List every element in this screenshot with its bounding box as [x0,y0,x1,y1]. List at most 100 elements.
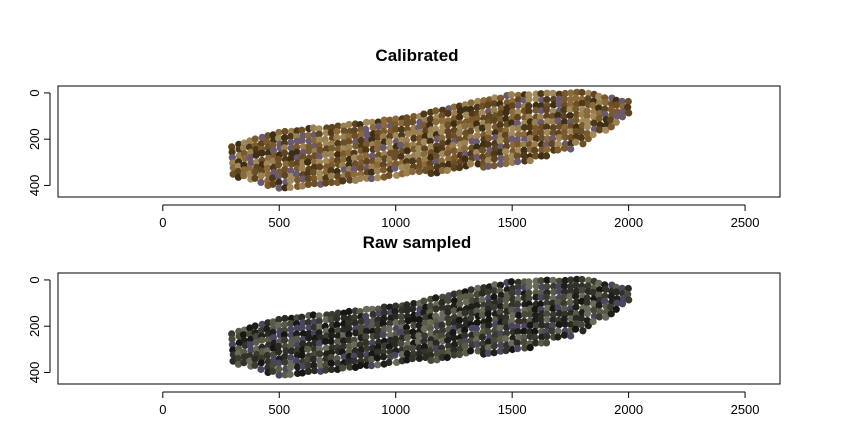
data-point [490,162,498,170]
data-point [613,299,621,307]
data-point [380,116,388,124]
data-point [572,281,580,289]
data-point [572,138,580,146]
data-point [496,137,504,145]
data-point [269,180,277,188]
data-point [293,159,301,167]
data-point [532,152,540,160]
data-point [304,131,312,140]
data-point [315,152,323,160]
data-point [445,342,453,350]
data-point [502,115,510,123]
data-point [490,106,498,114]
data-point [310,323,318,331]
data-point [509,108,517,116]
data-point [298,313,306,321]
y-tick-label: 0 [27,89,42,96]
data-point [502,302,510,310]
data-point [386,331,394,339]
data-point [269,174,277,182]
data-point [555,282,563,290]
data-point [304,356,312,364]
data-point [462,111,470,119]
y-tick-label: 0 [27,276,42,283]
data-point [521,157,529,165]
data-point [391,153,399,161]
data-point [350,154,359,162]
data-point [473,143,481,151]
data-point [328,123,336,132]
data-point [334,327,342,335]
panel-raw-sampled: Raw sampled 0 500 1000 1500 2000 2500 0 200 400 [27,233,781,417]
data-point [345,149,353,157]
data-point [402,158,411,166]
data-point [613,101,621,109]
data-point [607,105,615,113]
data-point [386,303,394,311]
data-point [507,91,515,99]
data-point [526,157,534,165]
data-point [543,332,551,340]
x-tick-label: 500 [268,402,290,417]
data-point [525,107,533,116]
data-point [234,162,242,170]
data-point [410,129,418,137]
data-point [474,284,482,292]
data-point [379,166,388,174]
data-point [555,134,563,142]
data-point [520,338,528,346]
data-point [444,308,452,316]
data-point [491,94,499,102]
data-point [257,365,265,373]
data-point [293,154,301,162]
data-point [572,116,580,124]
data-point [269,141,277,149]
data-point [362,339,370,347]
data-point [561,133,569,141]
data-point [363,157,371,165]
data-point [310,180,319,188]
data-point [439,106,447,114]
data-point [421,332,429,340]
data-point [316,146,324,154]
data-point [508,119,516,127]
data-point [443,166,451,175]
data-point [513,113,522,121]
data-point [247,159,255,167]
data-point [345,120,353,129]
data-point [567,276,575,284]
data-point [485,112,493,120]
data-point [573,88,581,96]
data-point [432,339,440,347]
data-point [490,342,498,350]
data-point [560,293,568,301]
data-point [340,127,348,135]
data-point [345,138,353,146]
data-point [497,143,505,151]
data-point [618,113,627,121]
data-point [543,128,551,137]
data-point [316,323,324,331]
data-point [531,146,539,154]
data-point [228,341,236,349]
data-point [334,140,342,148]
data-point [368,350,376,358]
data-point [287,354,295,362]
data-point [572,303,580,311]
data-point [427,153,435,161]
data-point [375,309,383,317]
data-point [455,316,464,324]
data-point [321,150,329,159]
data-point [478,333,487,341]
data-point [327,129,335,137]
data-point [478,311,487,319]
data-point [595,301,603,310]
data-point [339,342,348,350]
data-point [590,300,598,308]
data-point [287,144,295,152]
data-point [543,96,551,104]
data-point [280,331,288,339]
data-point [497,330,505,338]
data-point [247,148,255,156]
data-point [240,172,248,180]
